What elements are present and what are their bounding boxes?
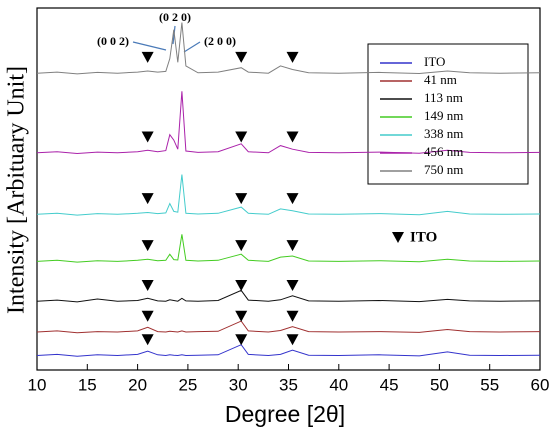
ito-marker (235, 131, 248, 143)
legend-label: 41 nm (424, 72, 457, 87)
series-line (36, 234, 541, 263)
marker-legend-symbol (392, 232, 404, 243)
ito-marker (235, 279, 248, 291)
ito-marker (286, 131, 299, 143)
x-tick-label: 30 (229, 375, 248, 394)
x-tick-label: 10 (28, 375, 47, 394)
legend-label: ITO (424, 54, 445, 69)
ito-marker (286, 310, 299, 322)
ito-marker (141, 131, 154, 143)
legend-box (367, 43, 529, 185)
x-tick-label: 25 (178, 375, 197, 394)
peak-annotation: (0 2 0) (159, 10, 191, 24)
ito-marker (141, 193, 154, 205)
ito-marker (235, 193, 248, 205)
ito-marker (286, 51, 299, 63)
x-tick-label: 45 (380, 375, 399, 394)
legend-label: 113 nm (424, 90, 463, 105)
ito-marker (235, 334, 248, 346)
x-axis-label: Degree [2θ] (225, 401, 345, 427)
x-tick-label: 55 (480, 375, 499, 394)
annotation-arrows (132, 25, 201, 53)
peak-annotation: (0 0 2) (97, 34, 129, 48)
ito-marker (235, 51, 248, 63)
series-line (36, 289, 541, 303)
legend-label: 750 nm (424, 162, 463, 177)
ito-marker (141, 279, 154, 291)
series-line (36, 344, 541, 357)
series-line (36, 174, 541, 216)
ito-marker (286, 279, 299, 291)
ito-marker (286, 193, 299, 205)
legend-label: 149 nm (424, 108, 463, 123)
x-tick-label: 40 (329, 375, 348, 394)
ito-marker (141, 240, 154, 252)
series-line (36, 320, 541, 334)
legend-label: 456 nm (424, 144, 463, 159)
legend-label: 338 nm (424, 126, 463, 141)
ito-marker (141, 310, 154, 322)
series-line (36, 22, 541, 75)
x-tick-label: 20 (128, 375, 147, 394)
x-tick-label: 60 (531, 375, 550, 394)
x-tick-label: 50 (430, 375, 449, 394)
ito-marker (286, 334, 299, 346)
ito-marker (235, 240, 248, 252)
y-axis-label: Intensity [Arbituary Unit] (4, 66, 30, 314)
peak-annotation: (2 0 0) (204, 34, 236, 48)
x-tick-label: 15 (78, 375, 97, 394)
ito-marker (286, 240, 299, 252)
ito-marker (141, 334, 154, 346)
ito-marker (235, 310, 248, 322)
ito-marker (141, 51, 154, 63)
marker-legend-label: ITO (410, 229, 437, 245)
x-tick-label: 35 (279, 375, 298, 394)
